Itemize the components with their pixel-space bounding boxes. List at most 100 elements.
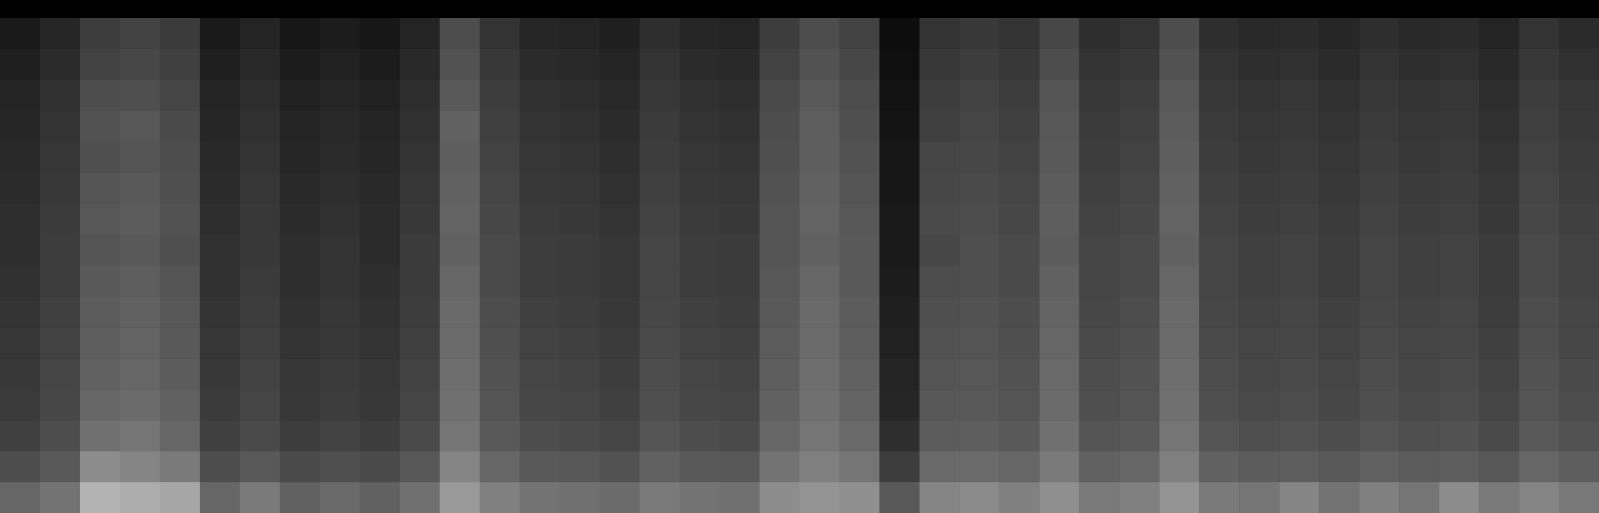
cell	[640, 204, 680, 235]
cell	[1319, 80, 1359, 111]
cell	[520, 235, 560, 266]
cell	[1359, 420, 1399, 451]
cell	[40, 18, 80, 49]
cell	[480, 111, 520, 142]
cell	[1519, 142, 1559, 173]
cell	[919, 482, 959, 513]
cell	[1519, 266, 1559, 297]
cell	[959, 451, 999, 482]
cell	[1039, 142, 1079, 173]
cell	[680, 142, 720, 173]
cell	[919, 389, 959, 420]
cell	[1439, 358, 1479, 389]
cell	[120, 420, 160, 451]
cell	[160, 142, 200, 173]
cell	[480, 204, 520, 235]
cell	[240, 420, 280, 451]
cell	[40, 327, 80, 358]
cell	[1439, 204, 1479, 235]
cell	[1479, 80, 1519, 111]
cell	[1359, 49, 1399, 80]
cell	[640, 18, 680, 49]
cell	[1119, 327, 1159, 358]
cell	[1079, 18, 1119, 49]
cell	[839, 204, 879, 235]
cell	[640, 482, 680, 513]
cell	[1519, 327, 1559, 358]
cell	[1119, 173, 1159, 204]
cell	[1279, 142, 1319, 173]
cell	[720, 142, 760, 173]
cell	[160, 235, 200, 266]
cell	[680, 111, 720, 142]
cell	[480, 358, 520, 389]
cell	[600, 327, 640, 358]
cell	[320, 111, 360, 142]
cell	[1479, 111, 1519, 142]
cell	[879, 358, 919, 389]
cell	[160, 266, 200, 297]
cell	[1119, 49, 1159, 80]
cell	[360, 451, 400, 482]
cell	[720, 482, 760, 513]
cell	[200, 235, 240, 266]
cell	[360, 235, 400, 266]
cell	[360, 389, 400, 420]
cell	[1319, 235, 1359, 266]
cell	[440, 296, 480, 327]
cell	[959, 142, 999, 173]
cell	[1519, 482, 1559, 513]
cell	[1279, 358, 1319, 389]
cell	[1239, 18, 1279, 49]
cell	[520, 111, 560, 142]
cell	[80, 358, 120, 389]
cell	[1439, 142, 1479, 173]
cell	[1279, 49, 1319, 80]
cell	[959, 420, 999, 451]
cell	[959, 18, 999, 49]
cell	[1399, 18, 1439, 49]
cell	[1119, 358, 1159, 389]
cell	[760, 235, 800, 266]
cell	[1159, 358, 1199, 389]
cell	[280, 142, 320, 173]
cell	[200, 49, 240, 80]
cell	[400, 482, 440, 513]
cell	[440, 111, 480, 142]
cell	[1039, 327, 1079, 358]
cell	[640, 389, 680, 420]
cell	[1319, 389, 1359, 420]
cell	[1119, 142, 1159, 173]
cell	[600, 296, 640, 327]
cell	[1159, 389, 1199, 420]
cell	[720, 296, 760, 327]
cell	[400, 80, 440, 111]
cell	[40, 389, 80, 420]
cell	[600, 204, 640, 235]
cell	[1159, 482, 1199, 513]
cell	[560, 451, 600, 482]
cell	[1319, 173, 1359, 204]
cell	[640, 420, 680, 451]
cell	[919, 235, 959, 266]
cell	[320, 142, 360, 173]
cell	[839, 80, 879, 111]
cell	[1039, 235, 1079, 266]
cell	[480, 142, 520, 173]
cell	[280, 296, 320, 327]
cell	[800, 173, 840, 204]
cell	[1399, 235, 1439, 266]
cell	[520, 18, 560, 49]
cell	[280, 80, 320, 111]
cell	[1039, 482, 1079, 513]
cell	[959, 49, 999, 80]
cell	[200, 80, 240, 111]
cell	[440, 482, 480, 513]
cell	[1239, 49, 1279, 80]
cell	[480, 266, 520, 297]
cell	[1159, 80, 1199, 111]
cell	[240, 204, 280, 235]
cell	[1159, 49, 1199, 80]
cell	[839, 173, 879, 204]
cell	[1079, 296, 1119, 327]
